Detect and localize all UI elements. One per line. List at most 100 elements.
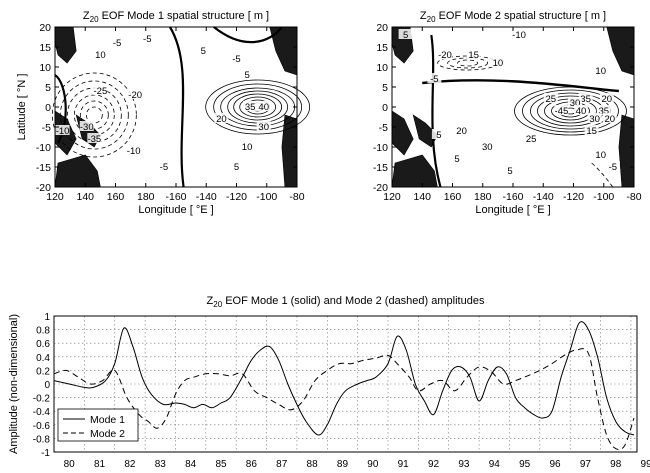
contour-label: 5 <box>403 30 408 41</box>
contour-label-background <box>140 33 155 43</box>
amplitude-timeseries-chart: Z20 EOF Mode 1 (solid) and Mode 2 (dashe… <box>8 295 650 470</box>
contour-label-background <box>593 149 608 159</box>
y-tick-label: 1 <box>44 312 50 323</box>
title-prefix: Z <box>83 10 90 22</box>
x-tick-label: -80 <box>626 191 641 203</box>
y-tick-label: -0.6 <box>33 421 51 432</box>
y-tick-label: -1 <box>41 448 50 459</box>
y-tick-label: 0.2 <box>36 366 50 377</box>
contour-label-background <box>110 37 125 47</box>
contour-label-background <box>93 49 108 59</box>
contour-label: 35 <box>598 106 609 117</box>
x-tick-label: -100 <box>256 191 277 203</box>
contour-label: 20 <box>456 126 467 137</box>
contour-label-background <box>431 129 446 139</box>
contour-label: 10 <box>595 150 606 161</box>
contour-label-background <box>599 93 614 103</box>
y-tick-label: -0.4 <box>33 407 51 418</box>
x-tick-label: 91 <box>398 459 410 470</box>
x-tick-label: 92 <box>428 459 440 470</box>
x-tick-label: 88 <box>307 459 319 470</box>
y-tick-label: 20 <box>376 22 388 34</box>
contour-label: 10 <box>95 50 106 61</box>
contour-label-background <box>593 65 608 75</box>
contour-label-background <box>256 101 271 111</box>
contour-label: -10 <box>512 30 526 41</box>
contour-label-background <box>229 53 244 63</box>
title-text: EOF Mode 1 spatial structure [ m ] <box>99 10 270 22</box>
contour-label: -10 <box>56 126 70 137</box>
x-tick-label: 97 <box>580 459 592 470</box>
zero-contour-line <box>213 26 283 44</box>
zero-contour-line <box>169 26 185 188</box>
x-tick-label: 140 <box>76 191 94 203</box>
x-tick-label: -140 <box>196 191 217 203</box>
contour-label-background <box>214 113 229 123</box>
y-tick-label: 0 <box>382 102 388 114</box>
contour-label: 20 <box>601 94 612 105</box>
positive-contour-line <box>239 96 277 118</box>
land-mass <box>618 114 635 188</box>
contour-label: 10 <box>242 142 253 153</box>
contour-label: -45 <box>555 106 569 117</box>
x-axis-label: Longitude [ °E ] <box>138 204 213 216</box>
contour-label-background <box>568 97 583 107</box>
y-tick-label: -10 <box>36 142 51 154</box>
timeseries-frame <box>53 315 638 453</box>
y-tick-label: 15 <box>376 42 388 54</box>
x-tick-label: 160 <box>107 191 125 203</box>
contour-label: 5 <box>454 154 459 165</box>
x-tick-label: 180 <box>137 191 155 203</box>
x-tick-label: 95 <box>519 459 531 470</box>
title-prefix: Z <box>207 295 214 307</box>
contour-label-background <box>490 57 505 67</box>
contour-label-background <box>584 125 599 135</box>
mode1-series-line <box>53 321 635 436</box>
contour-label: 30 <box>570 98 581 109</box>
contour-label: 20 <box>605 114 616 125</box>
contour-label-background <box>243 101 258 111</box>
x-tick-label: -80 <box>289 191 304 203</box>
negative-contour-line <box>85 106 103 124</box>
contour-label-background <box>437 49 452 59</box>
x-tick-label: 82 <box>124 459 136 470</box>
x-tick-label: 85 <box>215 459 227 470</box>
x-tick-label: 86 <box>246 459 258 470</box>
x-tick-label: 89 <box>337 459 349 470</box>
y-tick-label: 0 <box>44 380 50 391</box>
map-title: Z20 EOF Mode 1 spatial structure [ m ] <box>83 10 269 24</box>
negative-contour-line <box>457 59 479 67</box>
legend-label: Mode 1 <box>90 414 125 426</box>
x-tick-label: 160 <box>444 191 462 203</box>
contour-label: 5 <box>244 70 249 81</box>
contour-label-background <box>587 113 602 123</box>
contour-label-background <box>156 161 171 171</box>
map-title: Z20 EOF Mode 2 spatial structure [ m ] <box>420 10 606 24</box>
positive-contour-line <box>522 89 619 133</box>
x-tick-label: 180 <box>474 191 492 203</box>
y-tick-label: 0.6 <box>36 339 50 350</box>
y-tick-label: 0.4 <box>36 353 50 364</box>
x-tick-label: 94 <box>489 459 501 470</box>
y-tick-label: -20 <box>36 182 51 194</box>
contour-label-background <box>543 93 558 103</box>
title-prefix: Z <box>420 10 427 22</box>
y-tick-label: 5 <box>382 82 388 94</box>
contour-label-background <box>466 49 481 59</box>
x-tick-label: 83 <box>155 459 167 470</box>
title-subscript: 20 <box>427 15 436 24</box>
x-tick-label: -160 <box>165 191 186 203</box>
contour-label: 40 <box>258 102 269 113</box>
mode2-spatial-map: Z20 EOF Mode 2 spatial structure [ m ] 5 -… <box>373 10 642 216</box>
y-axis-label: Amplitude (non-dimensional) <box>8 314 20 454</box>
contour-label: -5 <box>160 162 168 173</box>
y-tick-label: 10 <box>39 62 51 74</box>
mode2-series-line <box>53 348 635 451</box>
contour-label: -35 <box>87 134 101 145</box>
y-tick-label: 20 <box>39 22 51 34</box>
mode1-spatial-map: Z20 EOF Mode 1 spatial structure [ m ]10… <box>16 10 311 216</box>
contour-label: -5 <box>609 162 617 173</box>
y-tick-label: -5 <box>379 122 388 134</box>
contour-label: 30 <box>258 122 269 133</box>
contour-label: 35 <box>245 102 256 113</box>
